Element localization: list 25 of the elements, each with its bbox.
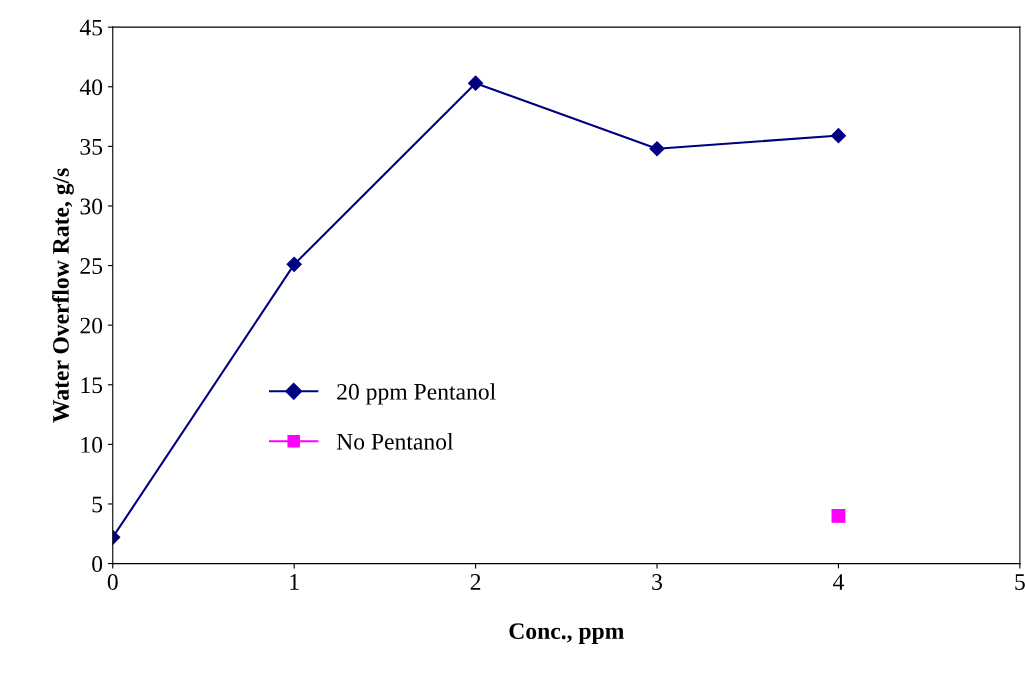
y-tick-label: 10 xyxy=(81,436,103,453)
y-tick-label: 40 xyxy=(79,79,103,96)
x-tick-label: 5 xyxy=(1015,574,1025,590)
y-axis-title: Water Overflow Rate, g/s xyxy=(52,168,74,423)
y-tick-label: 35 xyxy=(80,138,103,155)
point xyxy=(468,75,484,91)
x-tick-label: 2 xyxy=(470,574,481,590)
x-axis-title: Conc., ppm xyxy=(509,623,624,644)
y-tick-label: 30 xyxy=(80,198,103,215)
y-tick-label: 45 xyxy=(79,19,103,36)
point xyxy=(831,508,846,523)
point xyxy=(649,141,665,157)
point xyxy=(286,256,302,272)
y-tick-label: 20 xyxy=(80,317,103,334)
x-tick-label: 3 xyxy=(652,574,663,590)
x-tick-label: 0 xyxy=(107,573,118,590)
y-tick-label: 15 xyxy=(81,377,103,394)
x-tick-label: 1 xyxy=(290,574,299,590)
y-tick-label: 25 xyxy=(80,258,103,274)
y-tick-label: 0 xyxy=(92,556,103,572)
x-tick-label: 4 xyxy=(833,574,844,590)
point xyxy=(830,128,847,144)
y-tick-label: 5 xyxy=(92,496,103,513)
legend-label: 20 ppm Pentanol xyxy=(337,383,496,405)
legend-label: No Pentanol xyxy=(336,433,454,450)
